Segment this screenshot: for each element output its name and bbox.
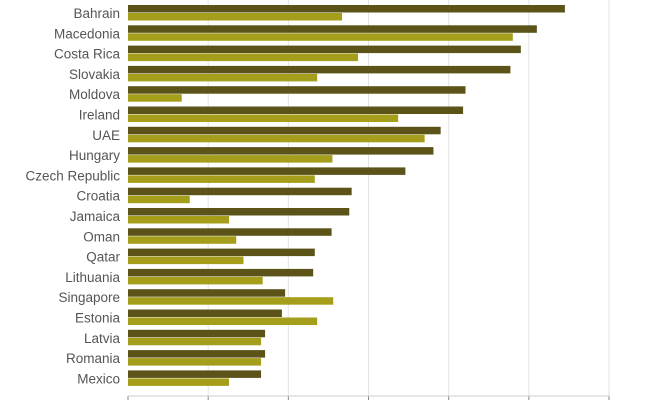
category-label: Oman [83, 229, 120, 244]
bar [128, 33, 513, 41]
bar [128, 378, 230, 386]
bar [128, 5, 565, 13]
bar [128, 268, 314, 277]
bar [128, 309, 282, 317]
category-label: Lithuania [65, 270, 120, 285]
x-axis [127, 395, 610, 400]
category-label: Czech Republic [25, 168, 120, 183]
category-label: Mexico [77, 371, 120, 386]
bar [128, 236, 237, 244]
bar [128, 195, 190, 204]
bar [128, 25, 537, 33]
bar [128, 350, 266, 358]
bar [128, 106, 464, 114]
category-label: Singapore [58, 290, 120, 305]
bar [128, 208, 350, 216]
bar [128, 167, 406, 175]
category-label: UAE [92, 128, 120, 143]
bar [128, 370, 262, 378]
category-label: Croatia [76, 189, 120, 204]
bar [128, 86, 466, 94]
bar [128, 114, 399, 122]
bar [128, 317, 318, 325]
bar [128, 187, 352, 196]
bar [128, 358, 262, 366]
bar [128, 289, 286, 297]
bar [128, 45, 521, 54]
bar [128, 134, 425, 143]
category-label: Macedonia [54, 26, 121, 41]
category-label: Bahrain [73, 6, 120, 21]
category-label: Jamaica [70, 209, 121, 224]
bar [128, 256, 244, 265]
category-label: Latvia [84, 331, 121, 346]
bar [128, 297, 334, 305]
bar [128, 73, 318, 82]
category-label: Costa Rica [54, 47, 121, 62]
bar [128, 147, 434, 155]
category-label: Hungary [69, 148, 120, 163]
bar [128, 248, 315, 257]
bar [128, 337, 262, 346]
category-label: Ireland [79, 108, 120, 123]
bar [128, 65, 511, 74]
category-label: Estonia [75, 311, 121, 326]
bar [128, 94, 182, 102]
category-label: Romania [66, 351, 121, 366]
category-label: Slovakia [69, 67, 121, 82]
bar [128, 276, 263, 285]
bar [128, 126, 441, 135]
bar [128, 53, 359, 62]
bar [128, 329, 266, 338]
bar [128, 155, 333, 163]
bar [128, 216, 230, 224]
bar [128, 175, 315, 183]
bars [128, 5, 565, 386]
bar [128, 13, 343, 21]
category-label: Moldova [69, 87, 121, 102]
category-labels: Bahrain Macedonia Costa Rica Slovakia Moldov… [25, 6, 120, 386]
bar [128, 228, 332, 236]
category-label: Qatar [86, 250, 120, 265]
